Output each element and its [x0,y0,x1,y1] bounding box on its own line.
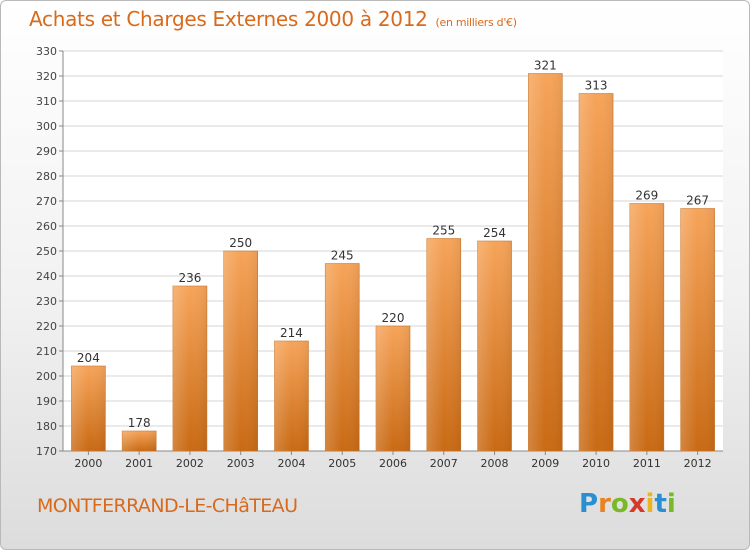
data-label-2005: 245 [331,249,354,263]
data-label-2006: 220 [382,311,405,325]
bar-shade-2004 [274,341,309,451]
y-tick-label: 190 [36,395,57,408]
x-tick-label: 2012 [684,457,712,470]
logo-letter: x [628,489,646,519]
y-tick-label: 320 [36,70,57,83]
data-label-2012: 267 [686,194,709,208]
data-label-2007: 255 [432,224,455,238]
logo-letter: r [598,489,611,519]
x-tick-label: 2009 [531,457,559,470]
data-label-2011: 269 [635,189,658,203]
proxiti-logo[interactable]: Proxiti [579,489,676,519]
y-tick-label: 200 [36,370,57,383]
bar-shade-2003 [223,251,258,451]
logo-letter: o [610,489,629,519]
bar-shade-2007 [426,238,461,451]
bar-shade-2012 [680,208,715,451]
bar-shade-2006 [376,326,410,451]
y-tick-label: 330 [36,45,57,58]
y-tick-label: 280 [36,170,57,183]
labels: 170 180 190 200 210 220 230 240 250 260 270 280 290 3… [36,45,712,470]
data-label-2008: 254 [483,226,506,240]
y-tick-label: 310 [36,95,57,108]
bars [71,73,715,452]
chart-title-row: Achats et Charges Externes 2000 à 2012 (e… [29,7,517,31]
logo-letter: P [579,489,599,519]
y-tick-label: 250 [36,245,57,258]
x-tick-label: 2010 [582,457,610,470]
bar-shade-2001 [122,431,157,451]
y-tick-label: 240 [36,270,57,283]
x-tick-label: 2007 [430,457,458,470]
y-tick-label: 300 [36,120,57,133]
y-tick-label: 230 [36,295,57,308]
data-label-2009: 321 [534,59,557,73]
x-tick-label: 2001 [125,457,153,470]
bar-shade-2011 [629,203,664,451]
data-label-2002: 236 [178,271,201,285]
bar-shade-2008 [477,241,512,451]
y-tick-label: 270 [36,195,57,208]
y-tick-label: 170 [36,445,57,458]
y-tick-label: 180 [36,420,57,433]
data-label-2000: 204 [77,351,100,365]
y-tick-label: 260 [36,220,57,233]
data-label-2001: 178 [128,416,151,430]
y-tick-label: 220 [36,320,57,333]
data-label-2010: 313 [585,79,608,93]
x-tick-label: 2003 [227,457,255,470]
bar-shade-2000 [71,366,106,451]
x-tick-label: 2005 [328,457,356,470]
chart-unit-note: (en milliers d'€) [435,16,517,29]
bar-shade-2002 [172,286,207,451]
x-tick-label: 2002 [176,457,204,470]
logo-letter: t [654,489,667,519]
x-tick-label: 2011 [633,457,661,470]
bar-shade-2005 [325,263,360,451]
bar-shade-2010 [579,93,614,451]
x-tick-label: 2006 [379,457,407,470]
logo-letter: i [645,489,655,519]
commune-name: MONTFERRAND-LE-CHâTEAU [37,495,298,517]
x-tick-label: 2004 [277,457,305,470]
bar-shade-2009 [528,73,563,451]
logo-letter: i [666,489,676,519]
chart-title: Achats et Charges Externes 2000 à 2012 [29,7,428,31]
data-label-2004: 214 [280,326,303,340]
y-tick-label: 210 [36,345,57,358]
x-tick-label: 2008 [481,457,509,470]
y-tick-label: 290 [36,145,57,158]
data-label-2003: 250 [229,236,252,250]
x-tick-label: 2000 [74,457,102,470]
